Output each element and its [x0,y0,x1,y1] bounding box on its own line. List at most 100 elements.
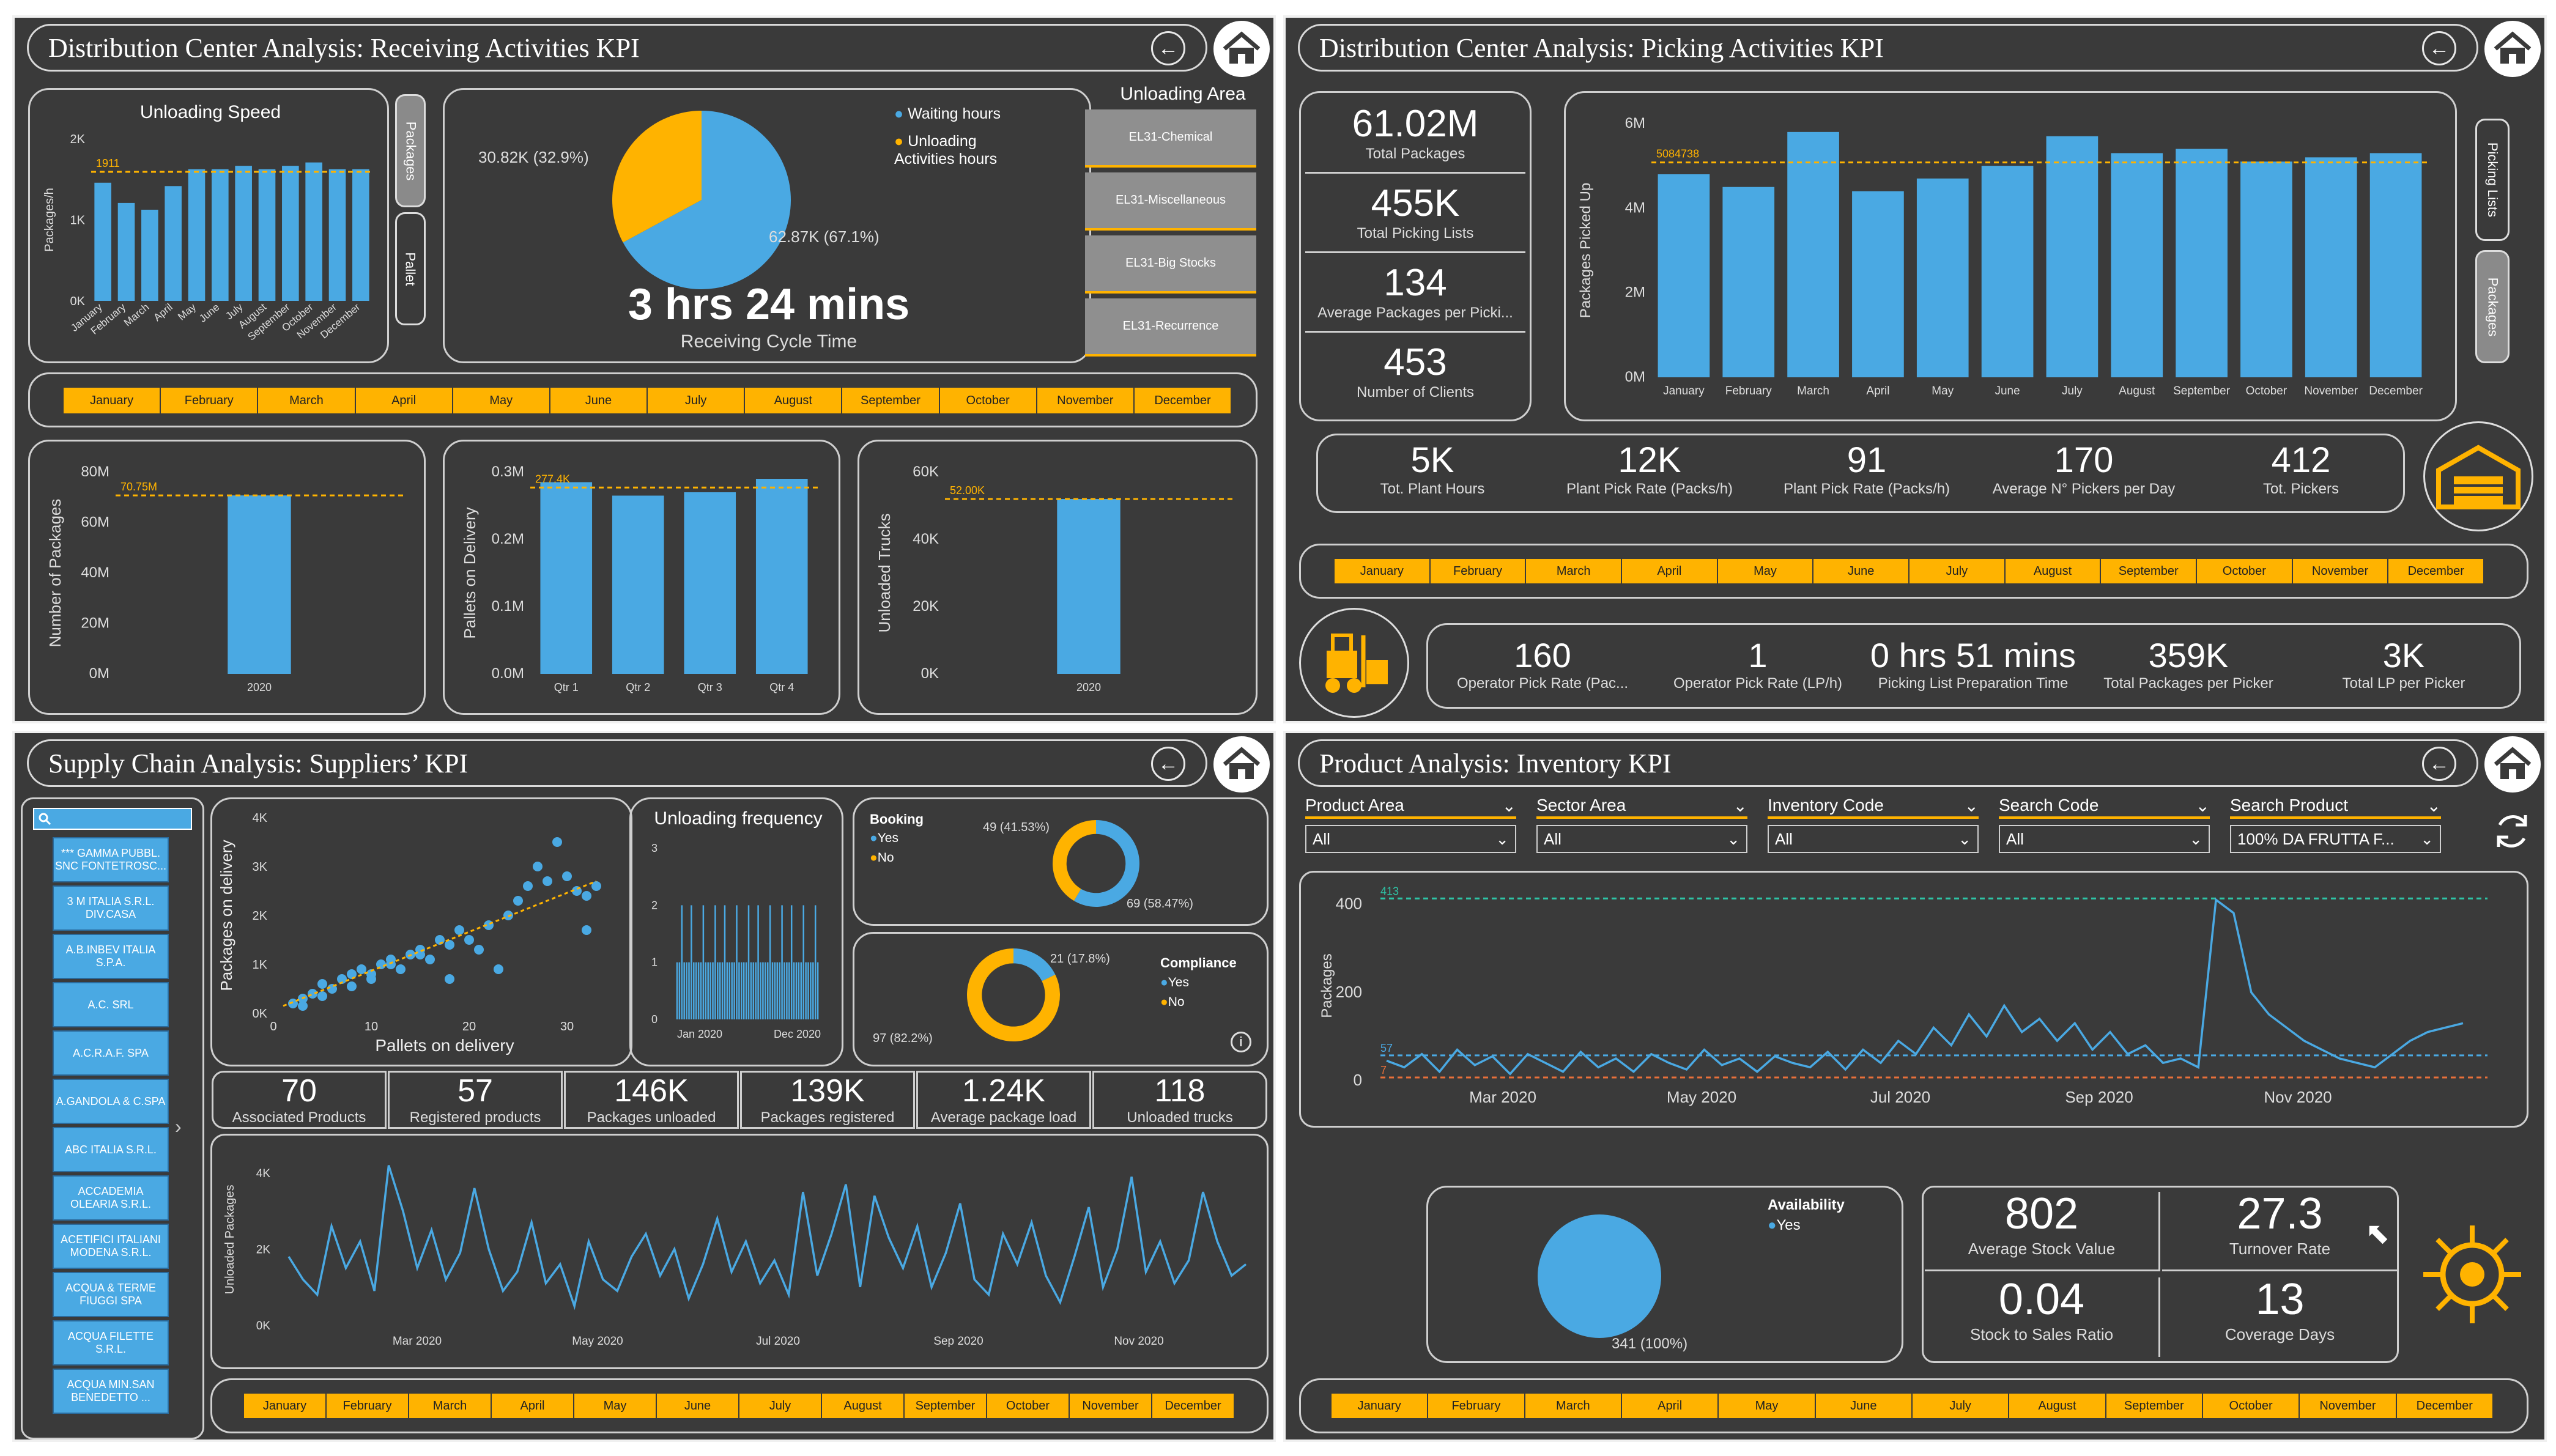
toggle-picking-lists[interactable]: Picking Lists [2475,119,2510,241]
chevron-down-icon[interactable]: ⌄ [2195,796,2210,815]
chevron-down-icon[interactable]: ⌄ [1733,796,1747,815]
filter-value: All [1775,829,1793,848]
back-button[interactable]: ← [2422,747,2456,781]
month-button[interactable]: October [2197,559,2293,583]
chevron-down-icon[interactable]: ⌄ [2426,796,2441,815]
month-button[interactable]: October [987,1394,1070,1418]
toggle-packages[interactable]: Packages [2475,250,2510,363]
supplier-list-item[interactable]: ACQUA & TERME FIUGGI SPA [53,1272,169,1317]
month-button[interactable]: May [1717,559,1814,583]
month-button[interactable]: March [258,388,356,413]
x-tick-label: Dec 2020 [774,1028,821,1040]
back-button[interactable]: ← [1151,747,1185,781]
refresh-icon[interactable] [2487,807,2536,855]
home-button[interactable] [2484,21,2541,77]
month-button[interactable]: January [1335,559,1431,583]
month-button[interactable]: February [1430,559,1527,583]
month-button[interactable]: February [161,388,259,413]
month-button[interactable]: January [64,388,161,413]
bar [1722,187,1775,377]
month-button[interactable]: December [2388,559,2485,583]
home-button[interactable] [1213,736,1270,793]
month-button[interactable]: December [1152,1394,1235,1418]
chevron-down-icon[interactable]: ⌄ [1502,796,1516,815]
toggle-packages[interactable]: Packages [395,94,426,207]
month-button[interactable]: August [745,388,843,413]
month-button[interactable]: April [1621,1394,1719,1418]
month-button[interactable]: January [1332,1394,1429,1418]
supplier-list-item[interactable]: A.C. SRL [53,982,169,1027]
filter-dropdown[interactable]: All ⌄ [1305,825,1516,853]
month-button[interactable]: July [739,1394,822,1418]
kpi-value: 70 [281,1073,317,1109]
month-button[interactable]: November [2292,559,2389,583]
month-button[interactable]: November [1037,388,1135,413]
home-button[interactable] [1213,21,1270,77]
month-button[interactable]: March [1526,559,1623,583]
month-button[interactable]: April [355,388,453,413]
month-button[interactable]: September [2101,559,2198,583]
x-tick-label: Qtr 1 [554,681,579,693]
unloading-area-tile[interactable]: EL31-Recurrence [1085,298,1256,357]
month-button[interactable]: September [905,1394,987,1418]
month-button[interactable]: April [1622,559,1718,583]
supplier-list-item[interactable]: A.C.R.A.F. SPA [53,1030,169,1076]
month-button[interactable]: August [822,1394,905,1418]
back-button[interactable]: ← [2422,31,2456,65]
month-button[interactable]: August [2005,559,2102,583]
month-button[interactable]: November [1070,1394,1152,1418]
month-button[interactable]: September [2106,1394,2203,1418]
month-button[interactable]: March [409,1394,492,1418]
filter-dropdown[interactable]: 100% DA FRUTTA F... ⌄ [2230,825,2441,853]
month-button[interactable]: October [2202,1394,2300,1418]
month-button[interactable]: June [657,1394,739,1418]
month-button[interactable]: May [453,388,550,413]
month-button[interactable]: October [939,388,1037,413]
supplier-list-item[interactable]: ACCADEMIA OLEARIA S.R.L. [53,1175,169,1221]
unloading-area-tile[interactable]: EL31-Chemical [1085,109,1256,168]
unloading-area-tile[interactable]: EL31-Miscellaneous [1085,172,1256,231]
month-button[interactable]: July [1912,1394,2010,1418]
supplier-search-input[interactable] [33,808,192,830]
month-button[interactable]: June [1815,1394,1913,1418]
supplier-list-item[interactable]: ACETIFICI ITALIANI MODENA S.R.L. [53,1224,169,1269]
month-button[interactable]: June [550,388,648,413]
month-button[interactable]: July [1910,559,2006,583]
filter-dropdown[interactable]: All ⌄ [1999,825,2210,853]
supplier-list-item[interactable]: 3 M ITALIA S.R.L. DIV.CASA [53,885,169,931]
month-button[interactable]: May [574,1394,657,1418]
month-button[interactable]: April [492,1394,574,1418]
month-button[interactable]: March [1525,1394,1622,1418]
filter-dropdown[interactable]: All ⌄ [1768,825,1979,853]
month-button[interactable]: July [648,388,746,413]
unloading-area-tile[interactable]: EL31-Big Stocks [1085,235,1256,294]
supplier-list-item[interactable]: ACQUA MIN.SAN BENEDETTO ... [53,1369,169,1414]
month-button[interactable]: August [2009,1394,2106,1418]
month-button[interactable]: January [244,1394,327,1418]
filter-dropdown[interactable]: All ⌄ [1536,825,1747,853]
supplier-list-item[interactable]: ABC ITALIA S.R.L. [53,1127,169,1172]
home-icon [1223,747,1261,779]
toggle-pallet[interactable]: Pallet [395,212,426,325]
chevron-down-icon[interactable]: ⌄ [1964,796,1979,815]
month-button[interactable]: June [1813,559,1910,583]
month-button[interactable]: November [2300,1394,2397,1418]
supplier-list-item[interactable]: *** GAMMA PUBBL. SNC FONTETROSC... [53,837,169,882]
chevron-right-icon[interactable]: › [175,1115,182,1137]
month-button[interactable]: September [842,388,940,413]
plant-kpi-row [1316,434,2405,513]
supplier-list-item[interactable]: ACQUA FILETTE S.R.L. [53,1320,169,1365]
month-button[interactable]: February [327,1394,409,1418]
unloading-speed-title: Unloading Speed [139,102,281,122]
month-button[interactable]: May [1719,1394,1816,1418]
back-button[interactable]: ← [1151,31,1185,65]
month-button[interactable]: February [1428,1394,1525,1418]
supplier-list-item[interactable]: A.B.INBEV ITALIA S.P.A. [53,934,169,979]
kpi-value: 802 [2004,1189,2079,1238]
month-button[interactable]: December [2396,1394,2494,1418]
supplier-list-item[interactable]: A.GANDOLA & C.SPA [53,1079,169,1124]
picking-months: January February March April May June July Augu… [1335,559,2485,583]
month-button[interactable]: December [1134,388,1232,413]
home-button[interactable] [2484,736,2541,793]
info-icon[interactable]: i [1231,1032,1251,1052]
